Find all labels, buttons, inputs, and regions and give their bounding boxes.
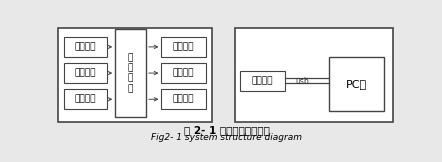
Text: 电源模块: 电源模块 xyxy=(74,42,96,51)
Bar xyxy=(329,57,384,110)
Text: 无线模块: 无线模块 xyxy=(252,76,273,85)
Text: 显示模块: 显示模块 xyxy=(74,69,96,78)
Text: 无线模块: 无线模块 xyxy=(173,69,194,78)
Bar xyxy=(161,89,206,109)
Bar xyxy=(161,37,206,57)
Bar xyxy=(161,63,206,83)
Bar xyxy=(64,63,107,83)
Bar xyxy=(115,29,146,117)
Bar xyxy=(240,71,285,91)
Bar xyxy=(235,28,392,122)
Text: usb: usb xyxy=(295,77,309,87)
Text: 图 2- 1 系统整体结构框图: 图 2- 1 系统整体结构框图 xyxy=(183,125,270,135)
Text: 受控设备: 受控设备 xyxy=(173,42,194,51)
Text: 输入模块: 输入模块 xyxy=(173,95,194,104)
Bar xyxy=(64,37,107,57)
Text: Fig2- 1 system structure diagram: Fig2- 1 system structure diagram xyxy=(151,133,302,142)
Text: 主
控
模
块: 主 控 模 块 xyxy=(128,53,133,93)
Bar xyxy=(58,28,212,122)
Text: 采集模块: 采集模块 xyxy=(74,95,96,104)
Bar xyxy=(64,89,107,109)
Text: PC机: PC机 xyxy=(346,79,367,89)
